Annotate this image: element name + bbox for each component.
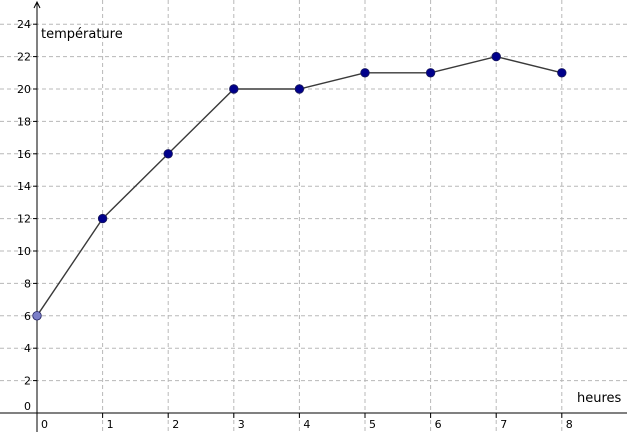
x-tick-label-7: 7 <box>500 418 507 431</box>
y-tick-label-16: 16 <box>17 148 31 161</box>
horizontal-gridlines <box>0 23 627 382</box>
x-axis-label: heures <box>577 391 622 406</box>
y-tick-label-20: 20 <box>17 83 31 96</box>
data-point <box>425 68 436 78</box>
vertical-gridlines <box>102 0 563 432</box>
y-tick-label-8: 8 <box>24 277 31 290</box>
y-axis-arrow <box>33 0 41 9</box>
x-tick-label-3: 3 <box>238 418 245 431</box>
data-point <box>294 84 305 94</box>
data-point <box>491 51 501 62</box>
y-tick-label-4: 4 <box>24 342 31 355</box>
x-tick-label-8: 8 <box>566 418 573 431</box>
data-point <box>229 84 239 94</box>
x-tick-label-6: 6 <box>435 418 442 431</box>
y-tick-label-12: 12 <box>17 213 31 226</box>
data-point <box>163 149 173 159</box>
y-tick-label-18: 18 <box>17 115 31 128</box>
y-axis-label: température <box>41 27 123 42</box>
x-tick-label-4: 4 <box>303 418 310 431</box>
data-point <box>360 68 370 78</box>
data-point <box>97 213 108 224</box>
y-tick-label-2: 2 <box>24 375 31 388</box>
x-tick-label-2: 2 <box>172 418 179 431</box>
y-tick-label-22: 22 <box>17 51 31 64</box>
data-points <box>32 51 567 321</box>
y-tick-label-10: 10 <box>17 245 31 258</box>
x-tick-label-1: 1 <box>107 418 114 431</box>
data-point <box>32 311 42 321</box>
x-axis-ticks: 0 1 2 3 4 5 6 7 8 <box>36 413 573 431</box>
data-point <box>557 68 567 78</box>
x-tick-label-5: 5 <box>369 418 376 431</box>
y-tick-label-0: 0 <box>24 400 31 413</box>
y-tick-label-24: 24 <box>17 18 31 31</box>
y-tick-label-14: 14 <box>17 180 31 193</box>
x-tick-label-0: 0 <box>41 418 48 431</box>
y-tick-label-6: 6 <box>24 310 31 323</box>
